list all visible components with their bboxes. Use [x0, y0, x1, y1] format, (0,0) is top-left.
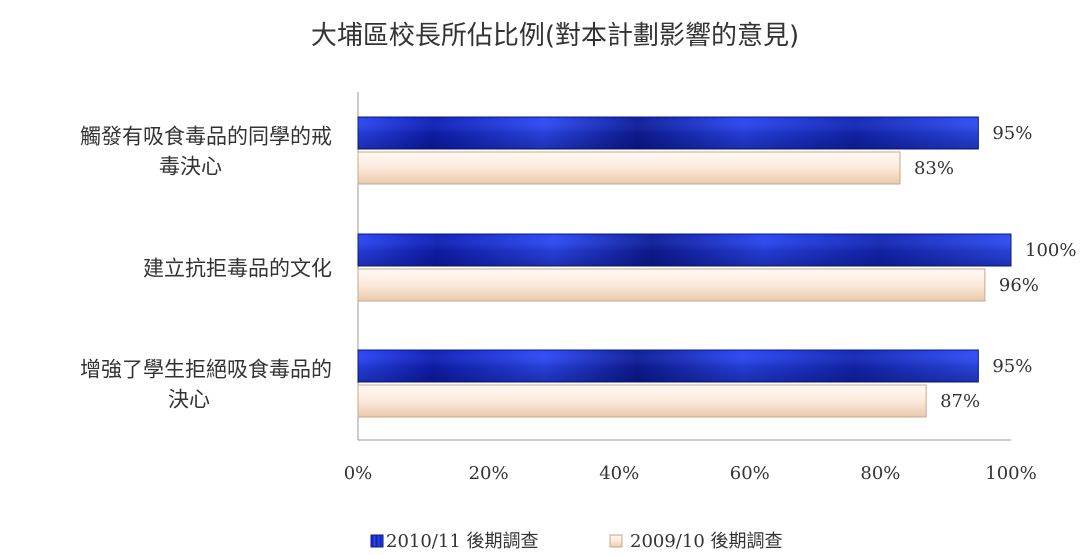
- bar-series-2-cat-2: [357, 268, 986, 302]
- x-tick-label-0: 0%: [344, 463, 373, 484]
- legend-swatch-series-1: [370, 534, 384, 548]
- data-label-series-2-cat-2: 96%: [999, 275, 1039, 296]
- x-tick-label-60: 60%: [730, 463, 770, 484]
- bars-group: [357, 116, 1012, 418]
- x-tick-labels: 0% 20% 40% 60% 80% 100%: [344, 463, 1037, 484]
- bar-series-2-cat-1: [357, 151, 901, 185]
- x-tick-label-80: 80%: [860, 463, 900, 484]
- category-label-1: 觸發有吸食毒品的同學的戒毒決心: [80, 125, 332, 179]
- bar-series-2-cat-3: [357, 384, 927, 418]
- legend-swatch-series-2: [609, 534, 623, 548]
- legend-label-series-2: 2009/10 後期調查: [630, 531, 783, 552]
- data-label-series-1-cat-1: 95%: [992, 123, 1032, 144]
- data-label-series-1-cat-2: 100%: [1025, 240, 1076, 261]
- data-labels: 95% 83% 100% 96% 95% 87%: [914, 123, 1076, 412]
- bar-shade-cat-2: [358, 234, 1011, 266]
- data-label-series-2-cat-1: 83%: [914, 158, 954, 179]
- category-label-2: 建立抗拒毒品的文化: [143, 257, 332, 281]
- data-label-series-1-cat-3: 95%: [992, 356, 1032, 377]
- chart-title: 大埔區校長所佔比例(對本計劃影響的意見): [311, 21, 799, 51]
- x-tick-label-40: 40%: [599, 463, 639, 484]
- bar-shade-cat-1: [358, 117, 979, 149]
- x-tick-label-20: 20%: [469, 463, 509, 484]
- category-label-3: 增強了學生拒絕吸食毒品的決心: [80, 358, 332, 412]
- legend-label-series-1: 2010/11 後期調查: [386, 531, 539, 552]
- bar-shade-cat-3: [358, 350, 979, 382]
- data-label-series-2-cat-3: 87%: [940, 391, 980, 412]
- x-tick-label-100: 100%: [985, 463, 1036, 484]
- legend: 2010/11 後期調查 2009/10 後期調查: [370, 531, 783, 552]
